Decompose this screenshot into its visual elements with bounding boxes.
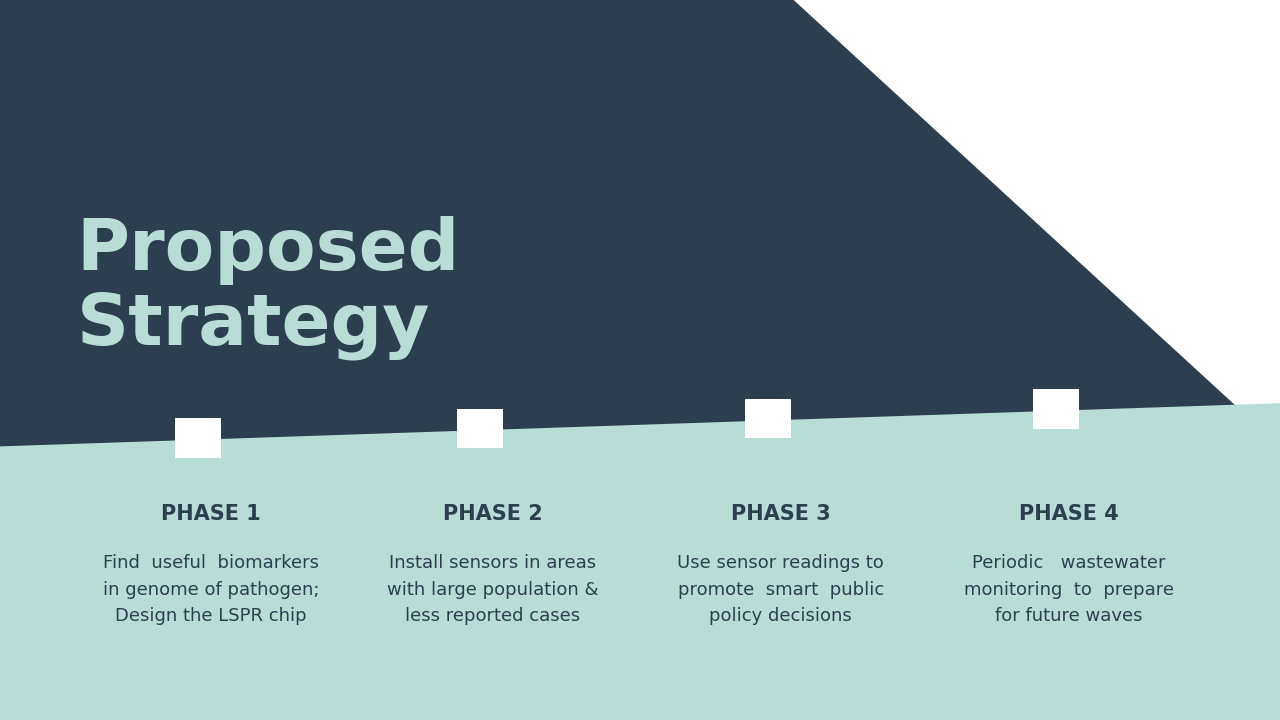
Text: Proposed
Strategy: Proposed Strategy — [77, 216, 461, 360]
Text: Install sensors in areas
with large population &
less reported cases: Install sensors in areas with large popu… — [387, 554, 599, 625]
Text: PHASE 1: PHASE 1 — [161, 504, 261, 524]
Polygon shape — [0, 403, 1280, 720]
Text: Use sensor readings to
promote  smart  public
policy decisions: Use sensor readings to promote smart pub… — [677, 554, 884, 625]
FancyBboxPatch shape — [175, 418, 221, 458]
FancyBboxPatch shape — [1033, 390, 1079, 429]
Text: PHASE 2: PHASE 2 — [443, 504, 543, 524]
Text: Periodic   wastewater
monitoring  to  prepare
for future waves: Periodic wastewater monitoring to prepar… — [964, 554, 1174, 625]
FancyBboxPatch shape — [457, 409, 503, 448]
Text: PHASE 4: PHASE 4 — [1019, 504, 1119, 524]
FancyBboxPatch shape — [745, 399, 791, 438]
Text: Find  useful  biomarkers
in genome of pathogen;
Design the LSPR chip: Find useful biomarkers in genome of path… — [102, 554, 320, 625]
Text: PHASE 3: PHASE 3 — [731, 504, 831, 524]
